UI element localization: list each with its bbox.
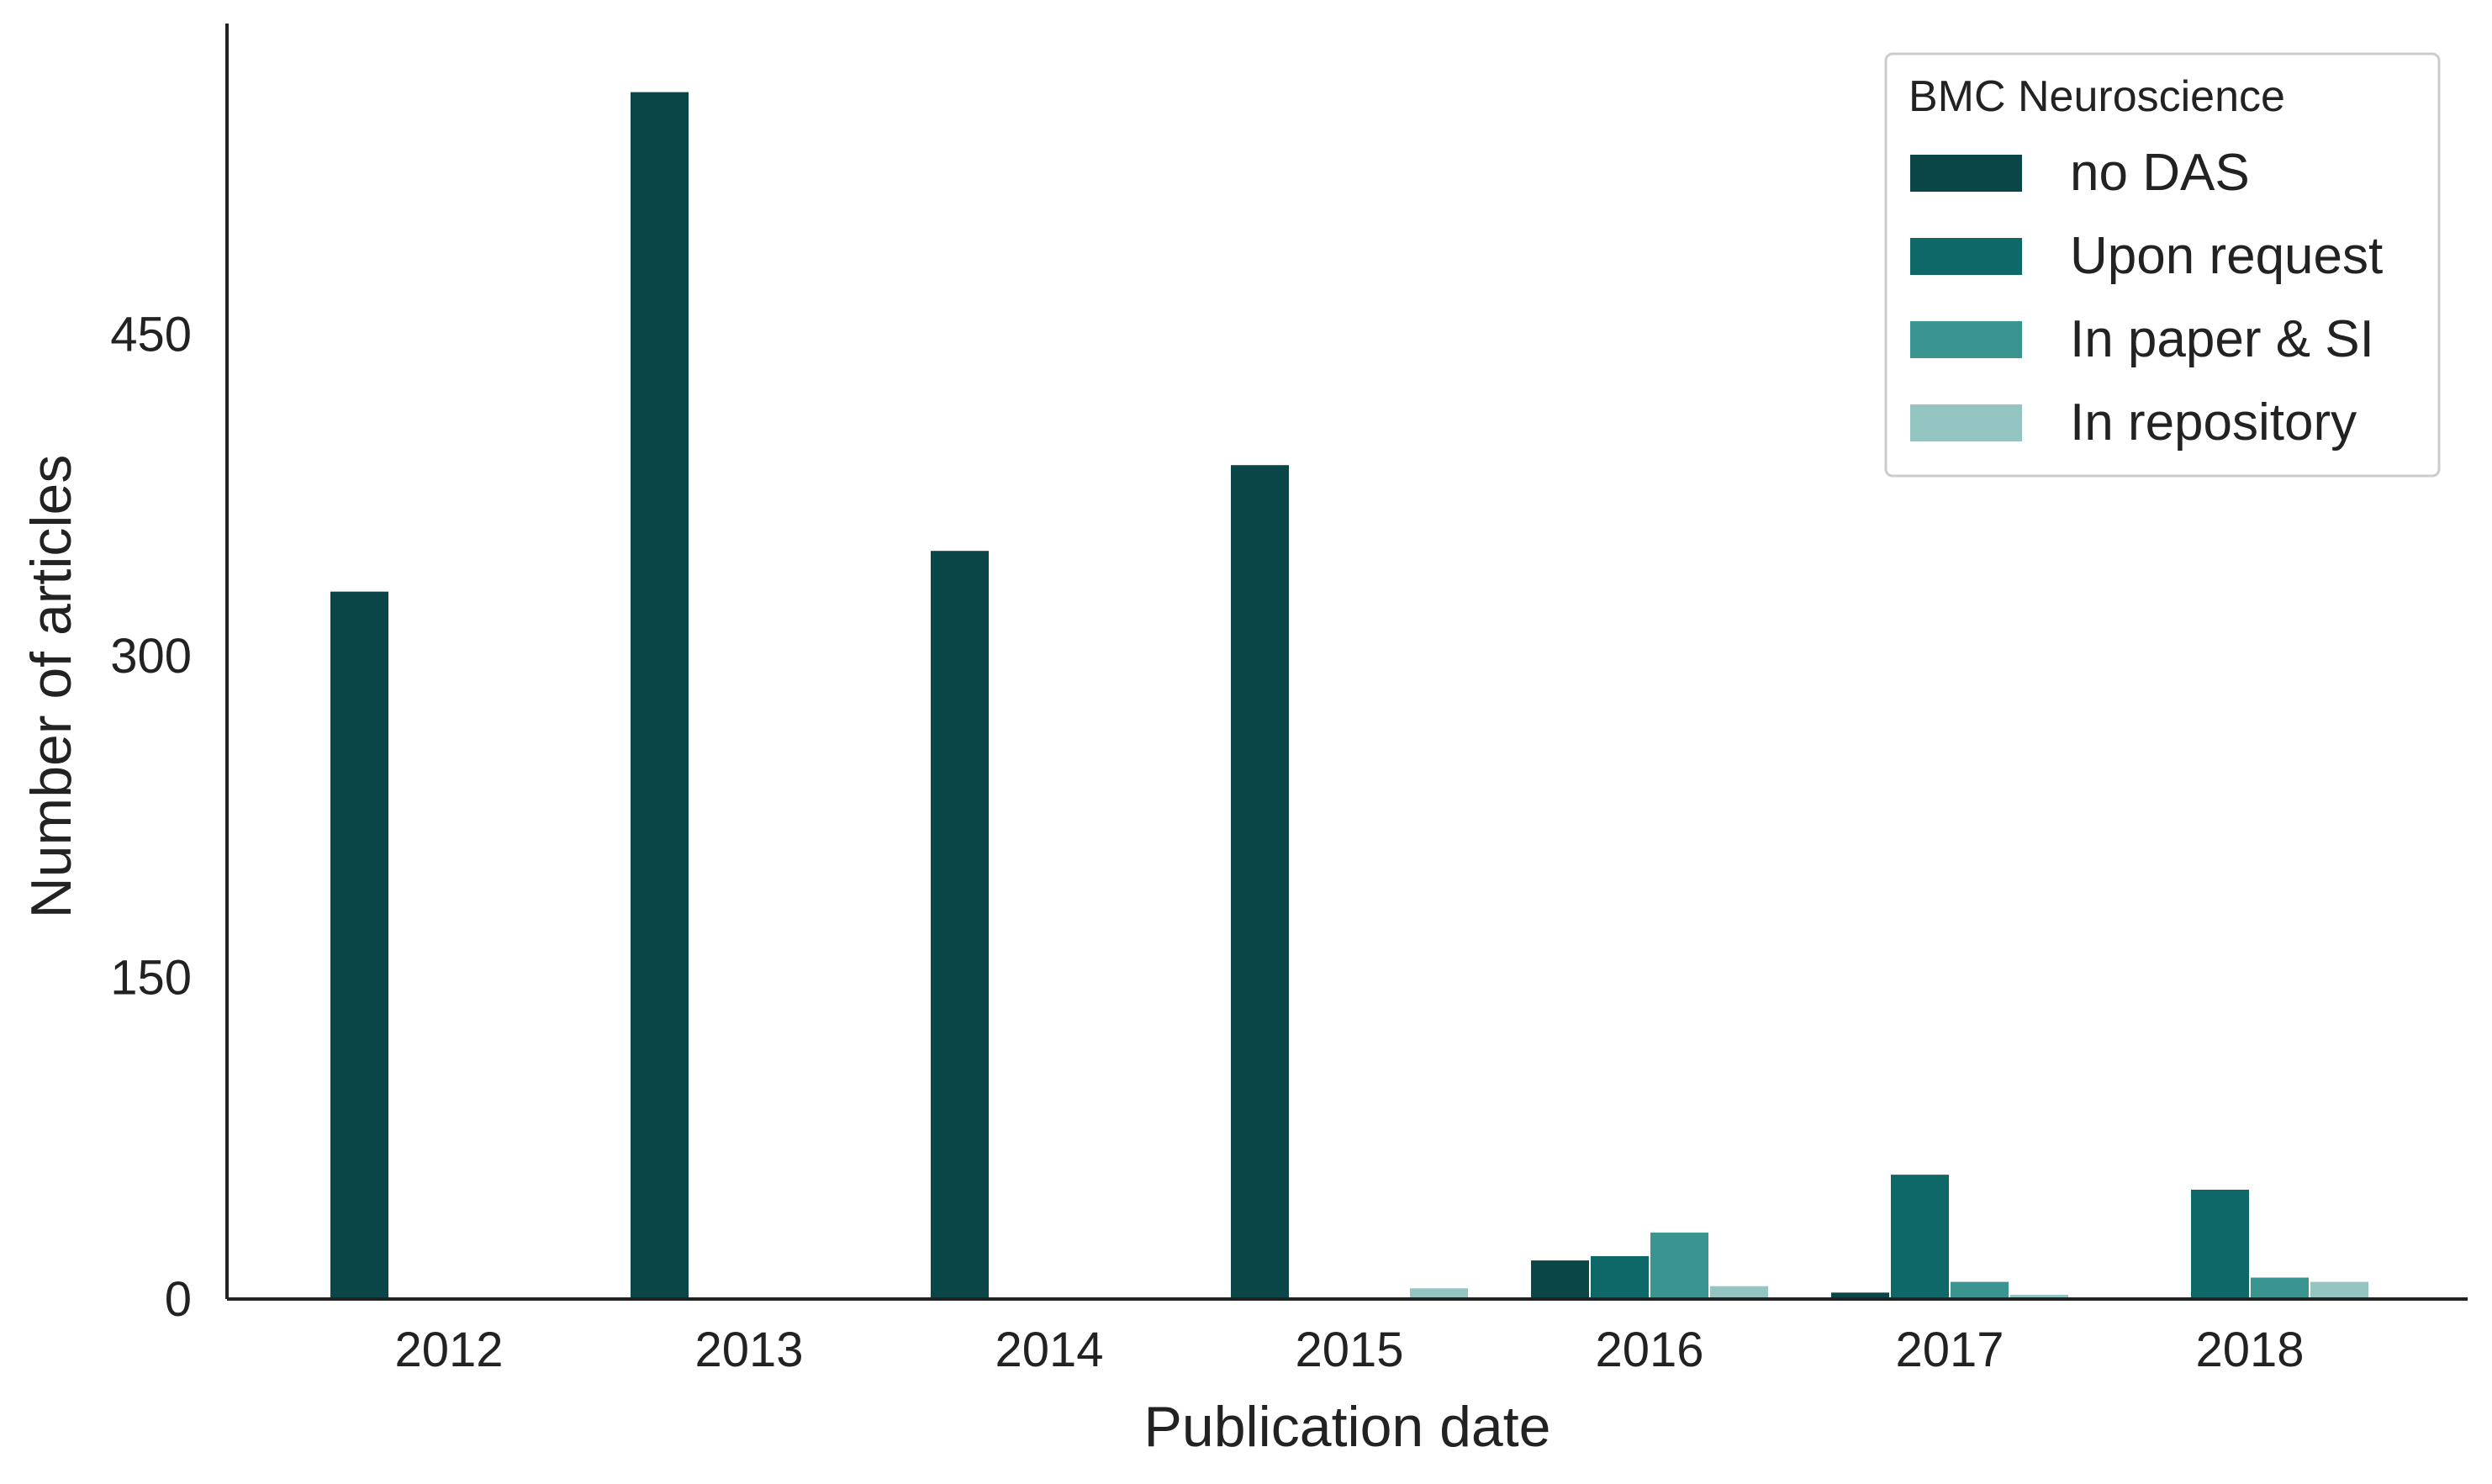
legend-swatch [1910, 155, 2022, 192]
bar-in-paper-si-2016 [1650, 1232, 1708, 1299]
legend-box [1884, 52, 2441, 478]
bar-no-das-2016 [1531, 1260, 1589, 1299]
legend-title: BMC Neuroscience [1909, 72, 2285, 121]
y-tick-labels: 0 150 300 450 [110, 308, 192, 1327]
legend-label: In repository [2070, 393, 2357, 452]
legend-items: no DAS Upon request In paper & SI In reposi… [1910, 144, 2383, 452]
x-tick-label: 2017 [1895, 1323, 2004, 1377]
legend-swatch [1910, 238, 2022, 275]
y-axis-title: Number of articles [19, 455, 83, 919]
y-tick-label: 0 [165, 1272, 192, 1327]
bar-in-paper-si-2017 [1951, 1281, 2009, 1299]
axes-group [225, 24, 2468, 1301]
y-tick-label: 150 [110, 951, 192, 1006]
x-tick-labels: 2012 2013 2014 2015 2016 2017 2018 [394, 1323, 2304, 1377]
bar-in-repository-2015 [1410, 1288, 1468, 1299]
bar-upon-request-2016 [1591, 1256, 1649, 1299]
y-tick-label: 450 [110, 308, 192, 362]
bar-no-das-2014 [931, 551, 989, 1299]
legend-swatch [1910, 321, 2022, 358]
bar-no-das-2013 [631, 92, 689, 1300]
bar-upon-request-2018 [2191, 1189, 2249, 1299]
x-tick-label: 2012 [394, 1323, 503, 1377]
legend-swatch [1910, 404, 2022, 441]
legend: BMC Neuroscience no DAS Upon request In pa… [1884, 52, 2441, 478]
bars-group [330, 92, 2368, 1300]
bar-no-das-2012 [330, 591, 388, 1299]
x-tick-label: 2016 [1595, 1323, 1703, 1377]
x-tick-label: 2015 [1295, 1323, 1403, 1377]
bar-no-das-2015 [1231, 465, 1289, 1299]
legend-label: no DAS [2070, 144, 2250, 202]
y-tick-label: 300 [110, 629, 192, 684]
bar-in-repository-2018 [2310, 1281, 2368, 1299]
bar-in-paper-si-2018 [2251, 1277, 2309, 1299]
bar-in-repository-2017 [2010, 1294, 2068, 1299]
legend-label: Upon request [2070, 227, 2383, 285]
bar-no-das-2017 [1831, 1292, 1889, 1299]
x-axis-title: Publication date [1144, 1395, 1551, 1459]
legend-label: In paper & SI [2070, 310, 2374, 368]
bar-in-repository-2016 [1710, 1286, 1768, 1299]
x-tick-label: 2013 [694, 1323, 803, 1377]
bar-upon-request-2017 [1891, 1175, 1949, 1299]
x-tick-label: 2018 [2195, 1323, 2304, 1377]
x-tick-label: 2014 [995, 1323, 1103, 1377]
